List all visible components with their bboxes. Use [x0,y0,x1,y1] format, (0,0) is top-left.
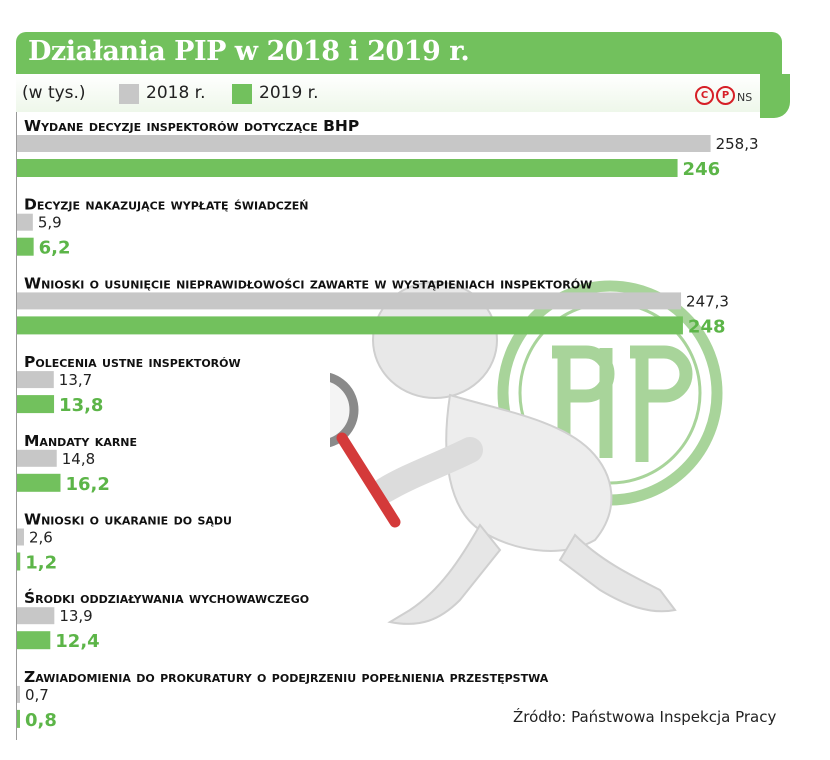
legend-label-2019: 2019 r. [259,83,319,103]
value-label-2018: 0,7 [25,686,49,704]
category-label: Zawiadomienia do prokuratury o podejrzen… [24,668,549,686]
bar-2019 [17,709,20,728]
value-label-2019: 12,4 [55,631,99,652]
bar-2019 [17,395,55,414]
bar-2018 [17,135,711,152]
value-label-2019: 16,2 [66,474,110,495]
category-label: Wydane decyzje inspektorów dotyczące BHP [24,117,359,135]
value-label-2018: 13,9 [59,607,92,625]
source-note: Źródło: Państwowa Inspekcja Pracy [513,708,777,726]
bar-2018 [17,213,33,231]
bar-2019 [17,473,61,492]
legend-swatch-2018 [119,84,139,104]
bar-2018 [17,292,682,310]
unit-label: (w tys.) [22,83,86,103]
category-label: Wnioski o usunięcie nieprawidłowości zaw… [24,274,592,292]
bar-2018 [17,449,57,467]
category-label: Środki oddziaływania wychowawczego [24,588,309,607]
category-label: Polecenia ustne inspektorów [24,353,241,371]
category-label: Decyzje nakazujące wypłatę świadczeń [24,196,309,214]
header-tail-decoration [760,74,790,118]
bar-2018 [17,528,24,546]
category-label: Wnioski o ukaranie do sądu [24,511,232,529]
value-label-2019: 0,8 [25,710,57,731]
value-label-2018: 258,3 [716,135,759,153]
ns-label: NS [737,91,753,104]
pip-emblem-illustration [330,280,723,625]
bar-2018 [17,371,54,389]
bar-2019 [17,237,34,256]
value-label-2018: 13,7 [59,371,92,389]
bar-2018 [17,685,20,703]
value-label-2018: 2,6 [29,529,53,547]
value-label-2018: 247,3 [686,292,729,310]
bar-2019 [17,631,51,650]
value-label-2018: 5,9 [38,214,62,232]
chart-title: Działania PIP w 2018 i 2019 r. [28,36,470,67]
value-label-2019: 1,2 [25,553,57,574]
figure-with-magnifier-icon [330,281,677,625]
chart-header: Działania PIP w 2018 i 2019 r. [16,32,782,74]
legend-label-2018: 2018 r. [146,83,206,103]
value-label-2019: 246 [683,159,721,180]
bar-2018 [17,607,55,625]
bar-2019 [17,159,678,177]
value-label-2019: 6,2 [39,238,71,259]
legend-band [16,74,760,112]
bar-2019 [17,316,683,335]
value-label-2019: 13,8 [59,395,103,416]
value-label-2018: 14,8 [62,450,95,468]
value-label-2019: 248 [688,316,726,337]
legend-swatch-2019 [232,84,252,104]
category-label: Mandaty karne [24,432,137,450]
left-rule [16,112,17,740]
bar-2019 [17,552,21,571]
